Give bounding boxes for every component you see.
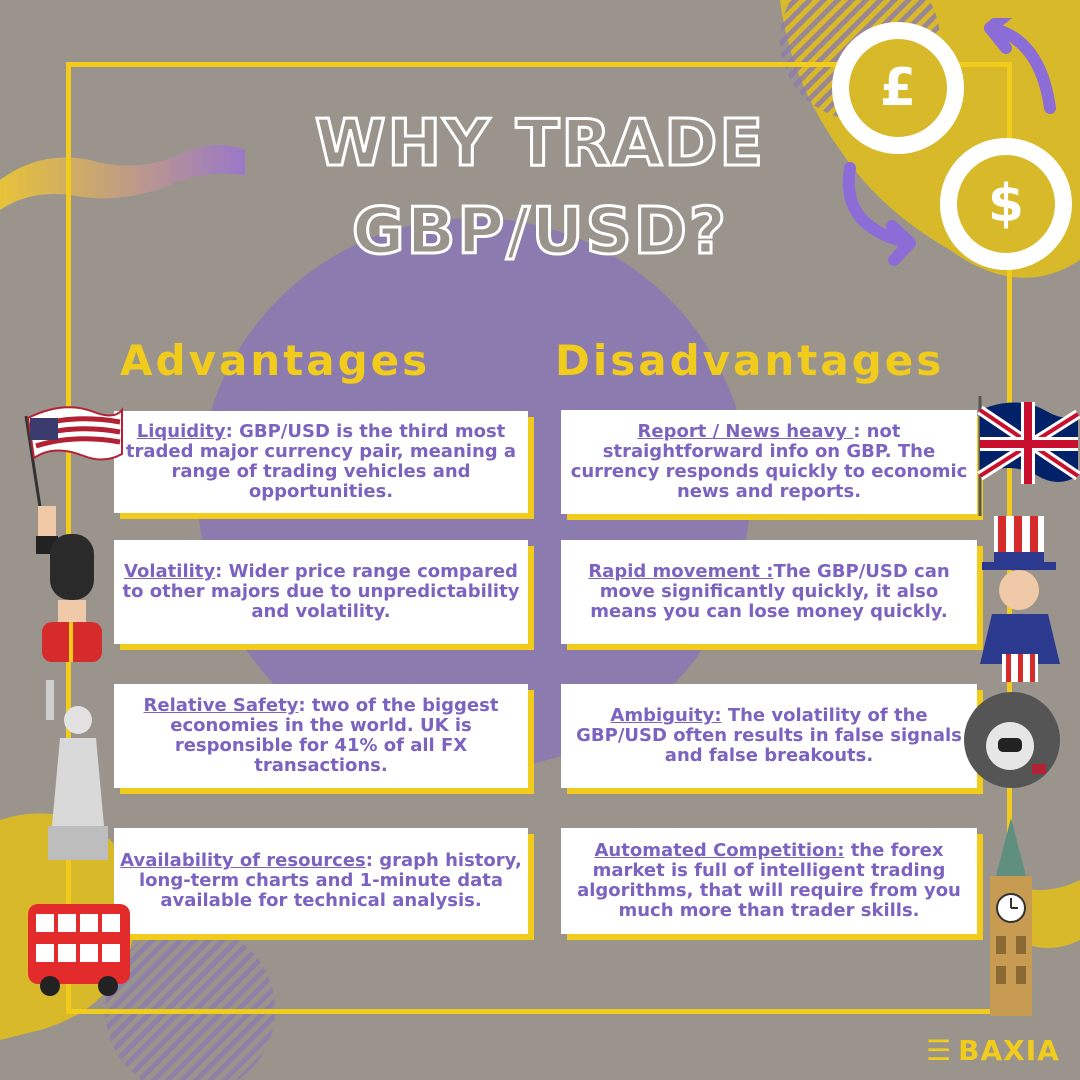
double-decker-bus-icon — [28, 904, 130, 996]
disadvantage-card-ambiguity: Ambiguity: The volatility of the GBP/USD… — [561, 684, 977, 788]
page-title: WHY TRADE GBP/USD? — [190, 100, 890, 276]
dollar-coin-icon — [940, 138, 1072, 270]
disadvantage-term: Rapid movement : — [588, 561, 774, 582]
uncle-sam-icon — [980, 516, 1060, 682]
disadvantage-term: Automated Competition: — [594, 840, 845, 861]
dollar-coin-symbol: $ — [987, 174, 1025, 234]
title-line-1: WHY TRADE — [313, 106, 766, 183]
disadvantage-text: the forex market is full of intelligent … — [577, 840, 961, 921]
advantage-card-liquidity: Liquidity: GBP/USD is the third most tra… — [114, 411, 528, 513]
advantage-card-relative-safety: Relative Safety: two of the biggest econ… — [114, 684, 528, 788]
advantage-term: Volatility — [124, 561, 216, 582]
advantage-term: Availability of resources — [120, 850, 366, 871]
pound-coin-icon — [832, 22, 964, 154]
disadvantage-card-news-heavy: Report / News heavy : not straightforwar… — [561, 410, 977, 514]
advantages-heading: Advantages — [120, 336, 431, 385]
uk-flag-icon — [977, 396, 1080, 516]
title-line-2: GBP/USD? — [351, 194, 728, 271]
disadvantage-text: : not straightforward info on GBP. The c… — [570, 421, 968, 502]
advantage-card-volatility: Volatility: Wider price range compared t… — [114, 540, 528, 644]
advantage-text: : graph history, long-term charts and 1-… — [138, 850, 522, 911]
brand-mark-icon: ☰ — [926, 1034, 953, 1067]
big-ben-icon — [990, 818, 1032, 1016]
advantage-term: Liquidity — [136, 421, 226, 442]
disadvantages-heading: Disadvantages — [555, 336, 945, 385]
disadvantage-text: The volatility of the GBP/USD often resu… — [576, 705, 962, 766]
advantage-card-availability: Availability of resources: graph history… — [114, 828, 528, 934]
advantage-text: : Wider price range compared to other ma… — [122, 561, 520, 622]
disadvantage-term: Report / News heavy — [637, 421, 854, 442]
brand-name: BAXIA — [958, 1034, 1060, 1067]
advantage-term: Relative Safety — [143, 695, 299, 716]
astronaut-icon — [964, 692, 1060, 788]
pound-coin-symbol: £ — [879, 58, 917, 118]
advantage-text: : GBP/USD is the third most traded major… — [125, 421, 517, 502]
currency-exchange-graphic — [832, 18, 1072, 270]
exchange-arrows-icon — [842, 18, 1056, 266]
disadvantage-term: Ambiguity: — [610, 705, 722, 726]
disadvantage-text: The GBP/USD can move significantly quick… — [590, 561, 950, 622]
us-flag-icon — [24, 406, 123, 554]
royal-guard-icon — [42, 534, 102, 662]
disadvantage-card-rapid-movement: Rapid movement :The GBP/USD can move sig… — [561, 540, 977, 644]
brand-logo: ☰ BAXIA — [926, 1034, 1060, 1067]
advantage-text: : two of the biggest economies in the wo… — [170, 695, 499, 776]
statue-of-liberty-icon — [46, 680, 108, 860]
disadvantage-card-automated-competition: Automated Competition: the forex market … — [561, 828, 977, 934]
